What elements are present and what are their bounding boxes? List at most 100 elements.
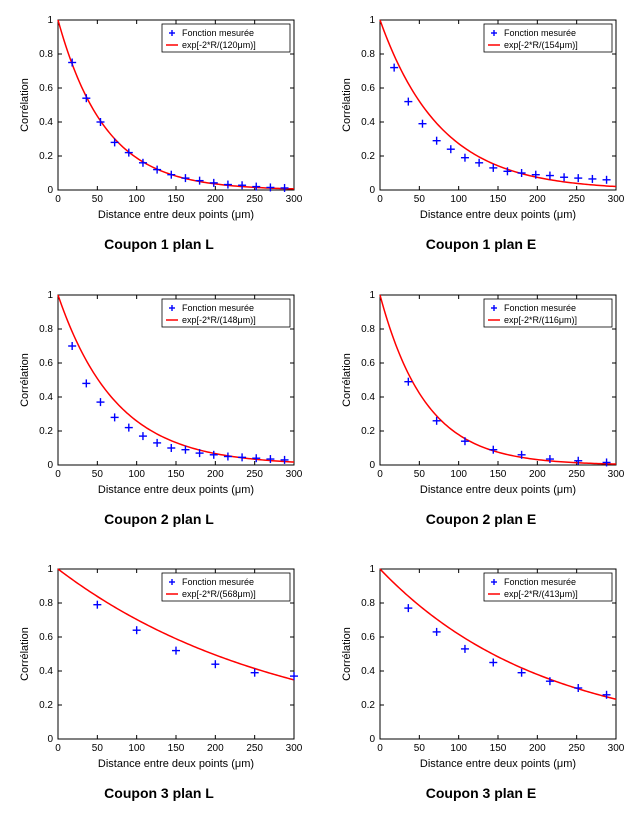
- svg-text:250: 250: [246, 743, 263, 754]
- svg-text:0.8: 0.8: [39, 598, 53, 609]
- svg-text:0.4: 0.4: [39, 392, 53, 403]
- panel-c1E: 05010015020025030000.20.40.60.81Distance…: [328, 10, 634, 281]
- svg-text:0: 0: [47, 734, 53, 745]
- svg-text:0.2: 0.2: [39, 151, 53, 162]
- svg-text:0: 0: [47, 185, 53, 196]
- svg-text:Distance entre deux points (μm: Distance entre deux points (μm): [98, 484, 254, 496]
- svg-text:250: 250: [246, 194, 263, 205]
- svg-text:0.4: 0.4: [361, 392, 375, 403]
- svg-text:100: 100: [450, 743, 467, 754]
- caption-c1E: Coupon 1 plan E: [426, 236, 536, 252]
- svg-text:Fonction mesurée: Fonction mesurée: [182, 303, 254, 313]
- svg-text:150: 150: [168, 743, 185, 754]
- svg-text:250: 250: [568, 469, 585, 480]
- chart-grid: 05010015020025030000.20.40.60.81Distance…: [0, 0, 640, 836]
- svg-text:0.6: 0.6: [361, 83, 375, 94]
- svg-text:Corrélation: Corrélation: [19, 78, 31, 132]
- svg-text:0: 0: [377, 469, 383, 480]
- svg-text:150: 150: [490, 743, 507, 754]
- svg-text:1: 1: [369, 15, 375, 26]
- svg-text:300: 300: [608, 743, 625, 754]
- caption-c2L: Coupon 2 plan L: [104, 511, 214, 527]
- panel-c3E: 05010015020025030000.20.40.60.81Distance…: [328, 559, 634, 830]
- svg-text:0.6: 0.6: [361, 358, 375, 369]
- svg-text:0: 0: [377, 194, 383, 205]
- svg-text:1: 1: [47, 290, 53, 301]
- svg-text:100: 100: [128, 743, 145, 754]
- chart-c3E: 05010015020025030000.20.40.60.81Distance…: [336, 559, 626, 779]
- svg-text:50: 50: [92, 194, 104, 205]
- svg-text:0.4: 0.4: [361, 117, 375, 128]
- svg-text:Distance entre deux points (μm: Distance entre deux points (μm): [98, 209, 254, 221]
- svg-text:Corrélation: Corrélation: [341, 78, 353, 132]
- svg-text:0.6: 0.6: [39, 632, 53, 643]
- svg-text:200: 200: [529, 194, 546, 205]
- svg-text:250: 250: [568, 194, 585, 205]
- svg-text:0: 0: [369, 185, 375, 196]
- svg-text:1: 1: [369, 564, 375, 575]
- svg-text:0.2: 0.2: [361, 426, 375, 437]
- chart-c1L: 05010015020025030000.20.40.60.81Distance…: [14, 10, 304, 230]
- chart-svg: 05010015020025030000.20.40.60.81Distance…: [336, 285, 626, 505]
- svg-text:Fonction mesurée: Fonction mesurée: [182, 577, 254, 587]
- svg-text:200: 200: [529, 469, 546, 480]
- svg-text:0.2: 0.2: [361, 700, 375, 711]
- svg-text:150: 150: [168, 469, 185, 480]
- svg-text:Corrélation: Corrélation: [341, 627, 353, 681]
- svg-text:Corrélation: Corrélation: [19, 353, 31, 407]
- svg-text:0.8: 0.8: [361, 49, 375, 60]
- svg-text:150: 150: [490, 469, 507, 480]
- svg-text:150: 150: [490, 194, 507, 205]
- svg-text:Distance entre deux points (μm: Distance entre deux points (μm): [420, 209, 576, 221]
- svg-text:1: 1: [369, 290, 375, 301]
- svg-text:0: 0: [55, 469, 61, 480]
- svg-text:300: 300: [286, 469, 303, 480]
- svg-text:0.2: 0.2: [39, 700, 53, 711]
- svg-text:250: 250: [568, 743, 585, 754]
- svg-text:300: 300: [286, 743, 303, 754]
- chart-svg: 05010015020025030000.20.40.60.81Distance…: [336, 559, 626, 779]
- svg-text:exp[-2*R/(148μm)]: exp[-2*R/(148μm)]: [182, 315, 256, 325]
- svg-text:50: 50: [92, 469, 104, 480]
- svg-text:0: 0: [369, 460, 375, 471]
- caption-c2E: Coupon 2 plan E: [426, 511, 536, 527]
- svg-text:Corrélation: Corrélation: [341, 353, 353, 407]
- svg-text:0.6: 0.6: [361, 632, 375, 643]
- svg-text:300: 300: [286, 194, 303, 205]
- svg-text:exp[-2*R/(568μm)]: exp[-2*R/(568μm)]: [182, 589, 256, 599]
- svg-text:100: 100: [128, 469, 145, 480]
- chart-svg: 05010015020025030000.20.40.60.81Distance…: [14, 285, 304, 505]
- svg-text:0: 0: [55, 194, 61, 205]
- chart-c2L: 05010015020025030000.20.40.60.81Distance…: [14, 285, 304, 505]
- svg-text:300: 300: [608, 194, 625, 205]
- svg-text:200: 200: [207, 743, 224, 754]
- caption-c3E: Coupon 3 plan E: [426, 785, 536, 801]
- svg-text:0.4: 0.4: [39, 117, 53, 128]
- svg-text:150: 150: [168, 194, 185, 205]
- svg-text:250: 250: [246, 469, 263, 480]
- svg-text:exp[-2*R/(413μm)]: exp[-2*R/(413μm)]: [504, 589, 578, 599]
- svg-text:0.6: 0.6: [39, 83, 53, 94]
- svg-text:Corrélation: Corrélation: [19, 627, 31, 681]
- svg-text:0: 0: [47, 460, 53, 471]
- chart-svg: 05010015020025030000.20.40.60.81Distance…: [336, 10, 626, 230]
- svg-text:50: 50: [414, 743, 426, 754]
- svg-text:200: 200: [529, 743, 546, 754]
- svg-text:Fonction mesurée: Fonction mesurée: [504, 303, 576, 313]
- svg-text:1: 1: [47, 564, 53, 575]
- svg-text:200: 200: [207, 469, 224, 480]
- svg-text:0.8: 0.8: [39, 49, 53, 60]
- svg-text:50: 50: [414, 469, 426, 480]
- chart-c1E: 05010015020025030000.20.40.60.81Distance…: [336, 10, 626, 230]
- panel-c2L: 05010015020025030000.20.40.60.81Distance…: [6, 285, 312, 556]
- svg-text:0.4: 0.4: [39, 666, 53, 677]
- svg-text:Fonction mesurée: Fonction mesurée: [504, 577, 576, 587]
- panel-c2E: 05010015020025030000.20.40.60.81Distance…: [328, 285, 634, 556]
- svg-text:0.6: 0.6: [39, 358, 53, 369]
- svg-text:exp[-2*R/(120μm)]: exp[-2*R/(120μm)]: [182, 40, 256, 50]
- svg-text:100: 100: [450, 469, 467, 480]
- svg-text:0.8: 0.8: [361, 324, 375, 335]
- chart-svg: 05010015020025030000.20.40.60.81Distance…: [14, 559, 304, 779]
- svg-text:50: 50: [414, 194, 426, 205]
- caption-c3L: Coupon 3 plan L: [104, 785, 214, 801]
